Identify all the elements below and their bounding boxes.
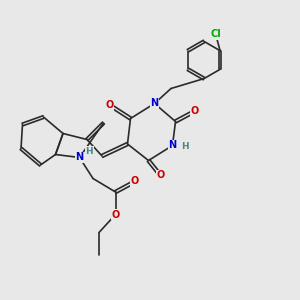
Text: H: H: [181, 142, 189, 152]
Text: N: N: [168, 140, 177, 151]
Text: O: O: [131, 176, 139, 187]
Text: Cl: Cl: [210, 29, 221, 39]
Text: O: O: [191, 106, 199, 116]
Text: H: H: [85, 147, 93, 156]
Text: N: N: [150, 98, 159, 109]
Text: O: O: [111, 209, 120, 220]
Text: O: O: [105, 100, 114, 110]
Text: N: N: [75, 152, 84, 163]
Text: O: O: [156, 170, 165, 181]
